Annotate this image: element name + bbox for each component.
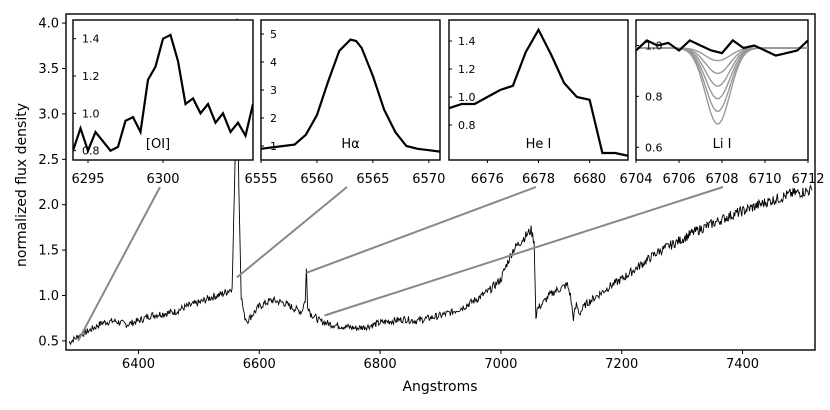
inset-y-tick-label: 1 bbox=[270, 140, 277, 153]
inset-spectrum-line bbox=[636, 38, 808, 57]
inset-y-tick-label: 0.8 bbox=[458, 119, 476, 132]
inset-label: Li I bbox=[713, 137, 732, 152]
inset-connector bbox=[306, 186, 537, 274]
inset-y-tick-label: 1.0 bbox=[645, 39, 663, 52]
inset-y-tick-label: 1.2 bbox=[458, 63, 476, 76]
inset-connector bbox=[324, 186, 724, 317]
inset-x-tick-label: 6706 bbox=[662, 172, 695, 187]
inset-x-tick-label: 6300 bbox=[146, 172, 179, 187]
inset-spectrum-line bbox=[73, 33, 253, 154]
inset-x-tick-label: 6678 bbox=[522, 172, 555, 187]
inset-frame bbox=[260, 19, 441, 161]
inset-x-tick-label: 6570 bbox=[412, 172, 445, 187]
model-curve bbox=[636, 47, 808, 125]
y-tick-label: 4.0 bbox=[38, 17, 59, 32]
inset-x-tick-label: 6710 bbox=[748, 172, 781, 187]
inset-spectrum-line bbox=[449, 27, 628, 157]
x-axis-label: Angstroms bbox=[402, 379, 477, 395]
inset-connector-lines bbox=[77, 186, 724, 342]
inset-x-tick-label: 6560 bbox=[300, 172, 333, 187]
inset-y-tick-label: 1.0 bbox=[82, 107, 100, 120]
inset-y-tick-label: 5 bbox=[270, 28, 277, 41]
inset-x-tick-label: 6676 bbox=[471, 172, 504, 187]
inset-x-tick-label: 6704 bbox=[619, 172, 652, 187]
inset-x-tick-label: 6555 bbox=[244, 172, 277, 187]
y-tick-label: 3.0 bbox=[38, 107, 59, 122]
inset-y-tick-label: 1.4 bbox=[82, 33, 100, 46]
main-plot: 6400 6600 6800 7000 7200 7400 0.5 1.0 1.5 2.0 2.5 3… bbox=[38, 13, 816, 372]
inset-y-tick-label: 1.0 bbox=[458, 91, 476, 104]
inset-y-tick-label: 0.8 bbox=[82, 145, 100, 158]
inset-panels: 6295 6300 0.8 1.0 1.2 1.4 [OI] 6555 6560 6565 6570… bbox=[71, 19, 825, 187]
inset-x-tick-label: 6708 bbox=[705, 172, 738, 187]
inset-panel: 6676 6678 6680 0.8 1.0 1.2 1.4 He I bbox=[448, 19, 629, 187]
inset-label: [OI] bbox=[146, 137, 170, 152]
main-plot-frame bbox=[65, 13, 816, 351]
x-tick-label: 6800 bbox=[364, 357, 397, 372]
x-tick-label: 7200 bbox=[605, 357, 638, 372]
y-tick-label: 3.5 bbox=[38, 62, 59, 77]
inset-y-tick-label: 2 bbox=[270, 112, 277, 125]
inset-y-tick-label: 0.6 bbox=[645, 141, 663, 154]
y-tick-label: 0.5 bbox=[38, 334, 59, 349]
y-tick-label: 2.5 bbox=[38, 153, 59, 168]
inset-panel: 6704 6706 6708 6710 6712 0.6 0.8 1.0 Li I bbox=[619, 19, 825, 187]
inset-connector bbox=[236, 186, 348, 279]
inset-label: Hα bbox=[341, 137, 359, 152]
inset-spectrum-line bbox=[261, 38, 440, 153]
inset-connector bbox=[77, 186, 161, 342]
inset-frame bbox=[72, 19, 254, 161]
inset-x-tick-label: 6680 bbox=[573, 172, 606, 187]
inset-y-tick-label: 3 bbox=[270, 84, 277, 97]
spectrum-line bbox=[68, 18, 813, 346]
inset-panel: 6555 6560 6565 6570 1 2 3 4 5 Hα bbox=[244, 19, 445, 187]
y-tick-label: 1.0 bbox=[38, 289, 59, 304]
y-axis-label: normalized flux density bbox=[14, 103, 30, 267]
inset-x-tick-label: 6565 bbox=[356, 172, 389, 187]
y-tick-label: 1.5 bbox=[38, 244, 59, 259]
inset-y-tick-label: 0.8 bbox=[645, 90, 663, 103]
inset-y-tick-label: 1.4 bbox=[458, 35, 476, 48]
y-tick-label: 2.0 bbox=[38, 198, 59, 213]
x-tick-label: 6600 bbox=[243, 357, 276, 372]
inset-y-tick-label: 1.2 bbox=[82, 70, 100, 83]
inset-y-tick-label: 4 bbox=[270, 56, 277, 69]
inset-x-tick-label: 6295 bbox=[71, 172, 104, 187]
inset-x-tick-label: 6712 bbox=[791, 172, 824, 187]
inset-label: He I bbox=[526, 137, 552, 152]
x-tick-label: 6400 bbox=[122, 357, 155, 372]
inset-panel: 6295 6300 0.8 1.0 1.2 1.4 [OI] bbox=[71, 19, 254, 187]
x-tick-label: 7000 bbox=[484, 357, 517, 372]
x-tick-label: 7400 bbox=[726, 357, 759, 372]
